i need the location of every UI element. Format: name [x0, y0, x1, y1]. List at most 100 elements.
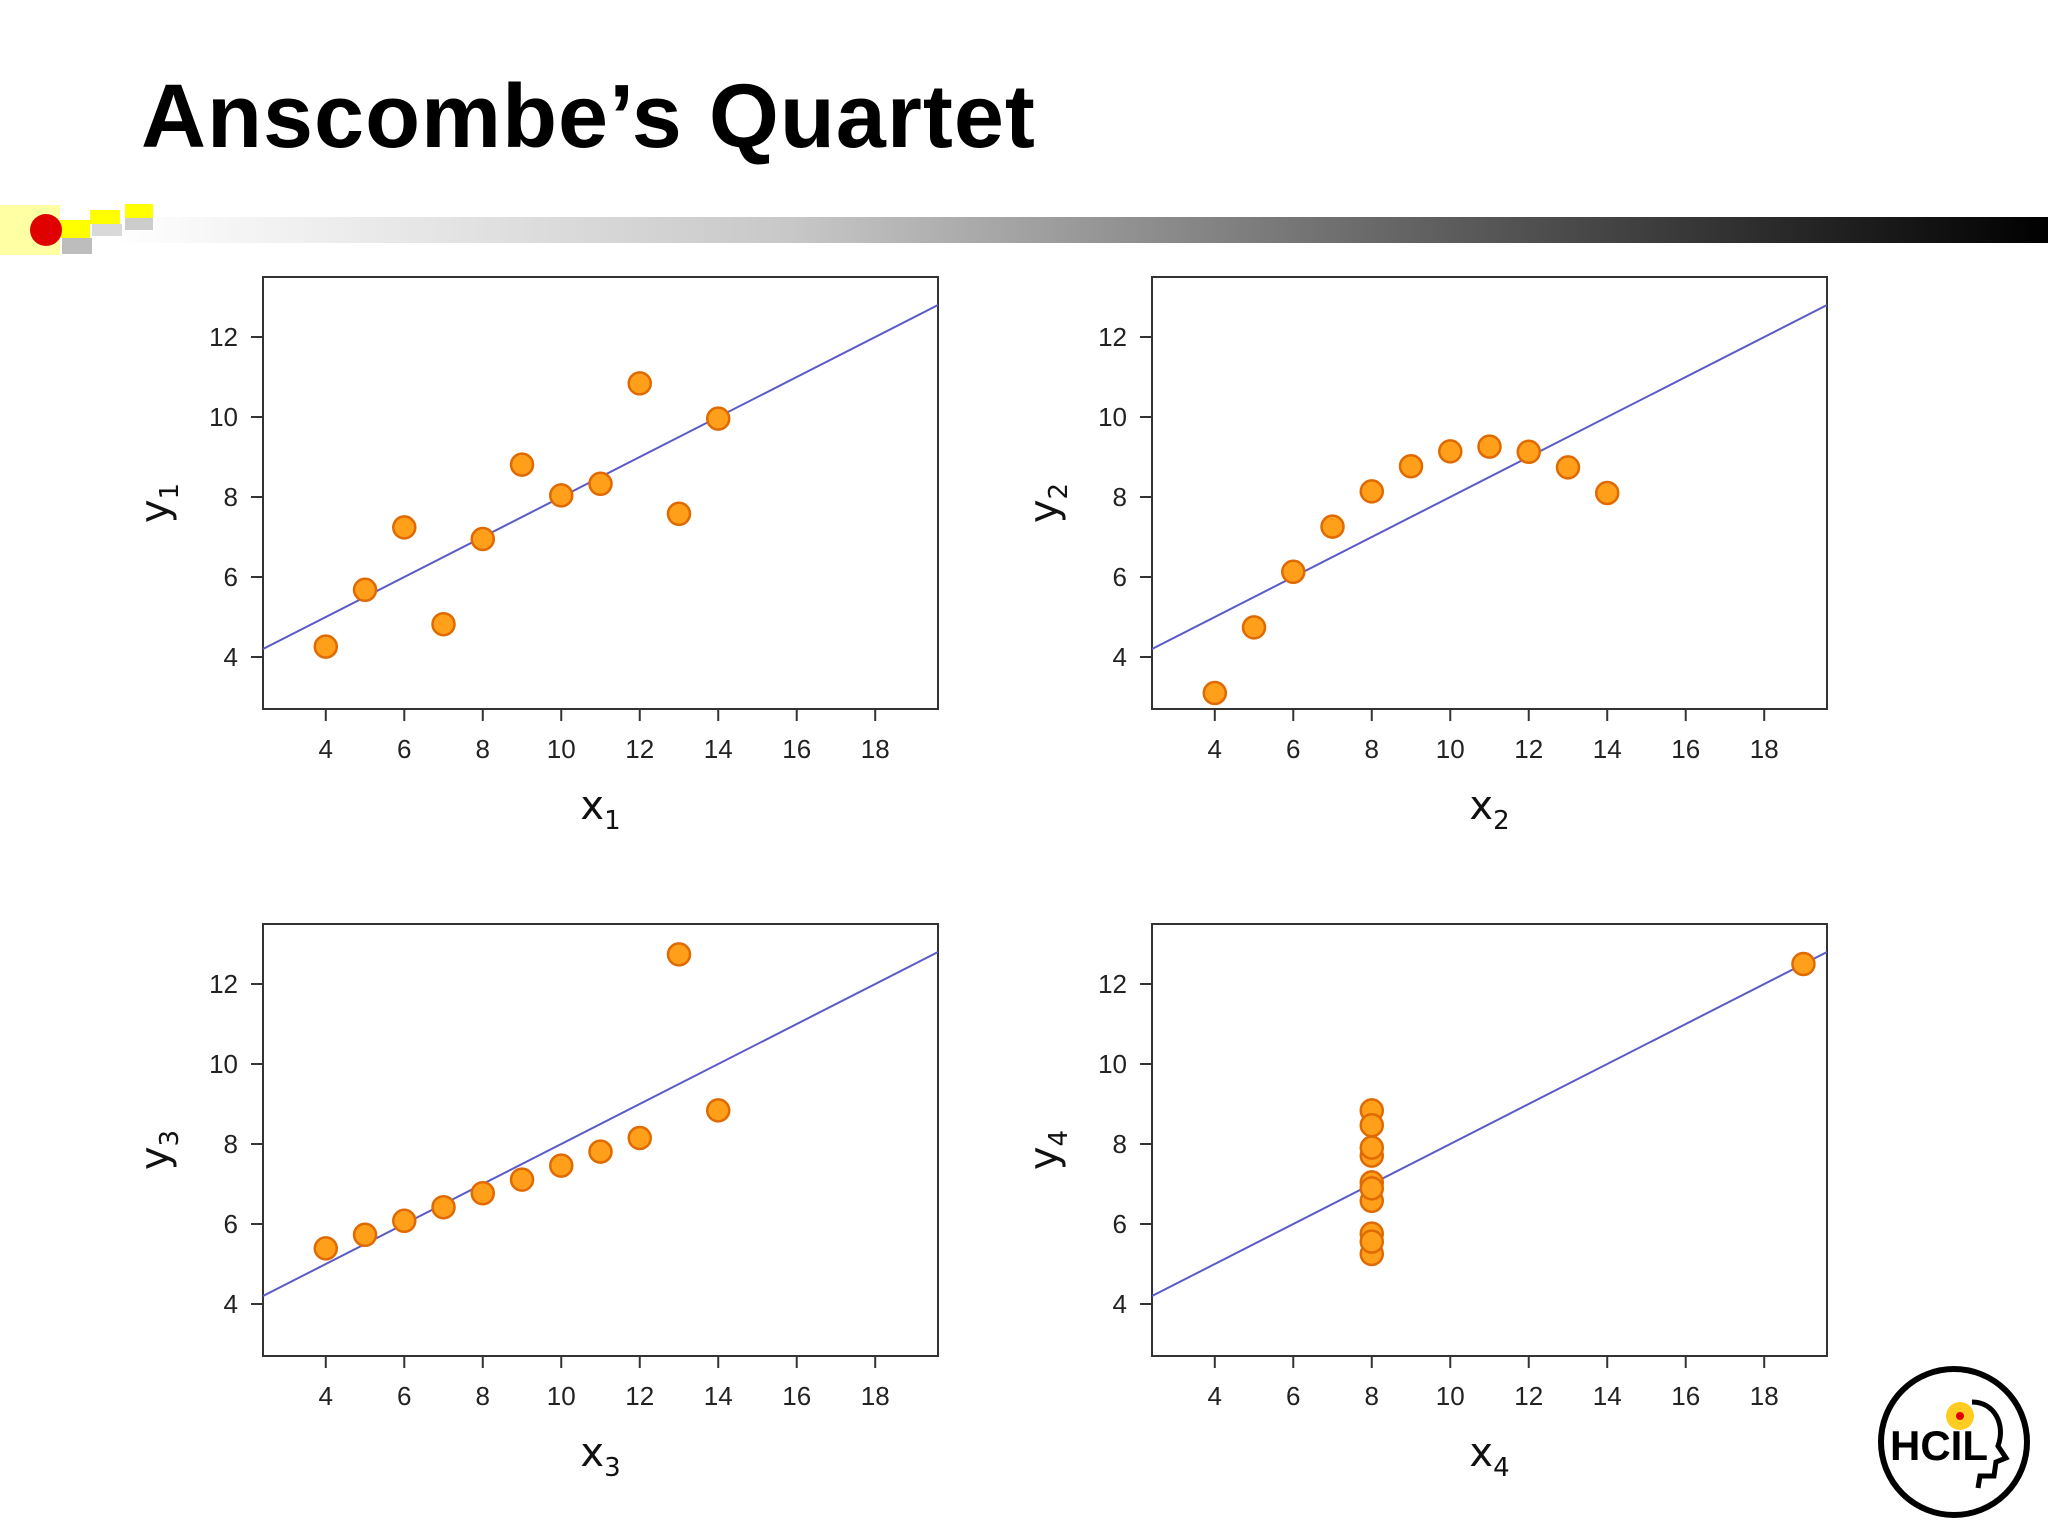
y-tick-label: 6: [1113, 562, 1127, 592]
data-point: [1202, 680, 1228, 706]
x-tick-label: 4: [319, 1381, 333, 1411]
x-axis-label: x1: [580, 783, 620, 836]
data-point: [1516, 439, 1541, 465]
y-axis-label: y3: [132, 1130, 185, 1170]
data-point: [1359, 479, 1385, 504]
x-axis-symbol: x: [580, 783, 604, 829]
regression-line: [1152, 951, 1827, 1297]
x-tick-label: 16: [782, 1381, 811, 1411]
data-point: [1555, 455, 1581, 480]
x-tick-label: 14: [1593, 734, 1622, 764]
data-point: [588, 471, 613, 497]
deco-square: [125, 204, 153, 218]
x-tick-label: 8: [1365, 1381, 1379, 1411]
x-tick-label: 6: [1286, 1381, 1300, 1411]
y-tick-label: 12: [1098, 322, 1127, 352]
y-tick-label: 10: [1098, 1049, 1127, 1079]
data-point: [666, 942, 692, 967]
plot-frame: [1151, 276, 1828, 710]
data-point: [470, 526, 496, 552]
deco-square: [60, 220, 90, 238]
data-point: [1438, 439, 1463, 464]
data-point: [313, 1236, 339, 1261]
y-axis-label: y4: [1021, 1130, 1074, 1170]
data-point: [392, 1208, 417, 1234]
title-divider-bar: [0, 204, 2048, 255]
x-tick-label: 4: [1208, 1381, 1222, 1411]
x-tick-label: 14: [1593, 1381, 1622, 1411]
logo-text: HCIL: [1890, 1422, 1988, 1469]
data-point: [470, 1180, 496, 1206]
data-point: [431, 611, 456, 637]
gradient-bar: [110, 217, 2048, 243]
deco-square: [125, 218, 153, 230]
data-point: [588, 1139, 613, 1164]
data-point: [1594, 480, 1620, 506]
y-tick-label: 10: [1098, 402, 1127, 432]
data-point: [352, 1222, 378, 1248]
x-tick-label: 18: [861, 1381, 890, 1411]
data-point: [392, 515, 417, 540]
y-axis-label: y1: [132, 483, 185, 523]
x-axis-subscript: 3: [604, 1453, 621, 1483]
x-tick-label: 4: [319, 734, 333, 764]
data-point: [1791, 951, 1816, 977]
y-tick-label: 4: [224, 642, 238, 672]
slide-title: Anscombe’s Quartet: [141, 67, 1036, 167]
y-tick-label: 10: [209, 402, 238, 432]
y-tick-label: 12: [209, 322, 238, 352]
x-tick-label: 18: [1750, 734, 1779, 764]
x-tick-label: 8: [1365, 734, 1379, 764]
y-axis-subscript: 1: [155, 483, 185, 500]
x-tick-label: 10: [547, 1381, 576, 1411]
data-point: [431, 1194, 456, 1220]
y-tick-label: 10: [209, 1049, 238, 1079]
x-tick-label: 16: [1671, 734, 1700, 764]
x-tick-label: 10: [547, 734, 576, 764]
y-tick-label: 4: [224, 1289, 238, 1319]
x-tick-label: 6: [1286, 734, 1300, 764]
x-axis-symbol: x: [580, 1430, 604, 1476]
x-tick-label: 18: [861, 734, 890, 764]
data-point: [666, 501, 692, 527]
y-axis-symbol: y: [1021, 499, 1067, 523]
data-point: [352, 577, 378, 603]
y-tick-label: 6: [224, 1209, 238, 1239]
deco-square: [92, 224, 122, 236]
x-tick-label: 16: [782, 734, 811, 764]
x-axis-symbol: x: [1469, 1430, 1493, 1476]
plot-frame: [262, 276, 939, 710]
data-point: [1398, 453, 1424, 479]
y-axis-symbol: y: [1021, 1146, 1067, 1170]
y-tick-label: 8: [1113, 482, 1127, 512]
x-axis-subscript: 2: [1493, 806, 1510, 836]
data-point: [1281, 559, 1306, 585]
data-point: [627, 371, 652, 396]
data-point: [509, 452, 535, 477]
x-axis-symbol: x: [1469, 783, 1493, 829]
x-tick-label: 16: [1671, 1381, 1700, 1411]
y-axis-label: y2: [1021, 483, 1074, 523]
x-tick-label: 12: [1514, 1381, 1543, 1411]
x-tick-label: 10: [1436, 734, 1465, 764]
y-axis-subscript: 4: [1044, 1130, 1074, 1147]
data-point: [705, 1098, 731, 1123]
x-tick-label: 4: [1208, 734, 1222, 764]
x-tick-label: 14: [704, 734, 733, 764]
x-tick-label: 6: [397, 734, 411, 764]
data-point: [509, 1167, 535, 1192]
x-tick-label: 18: [1750, 1381, 1779, 1411]
data-point: [1477, 434, 1502, 459]
y-tick-label: 8: [1113, 1129, 1127, 1159]
y-axis-symbol: y: [132, 1146, 178, 1170]
data-point: [1320, 514, 1345, 539]
data-point: [1359, 1176, 1385, 1201]
plot-frame: [1151, 923, 1828, 1357]
y-tick-label: 8: [224, 1129, 238, 1159]
y-axis-symbol: y: [132, 499, 178, 523]
red-bullet: [30, 214, 62, 246]
y-tick-label: 12: [209, 969, 238, 999]
